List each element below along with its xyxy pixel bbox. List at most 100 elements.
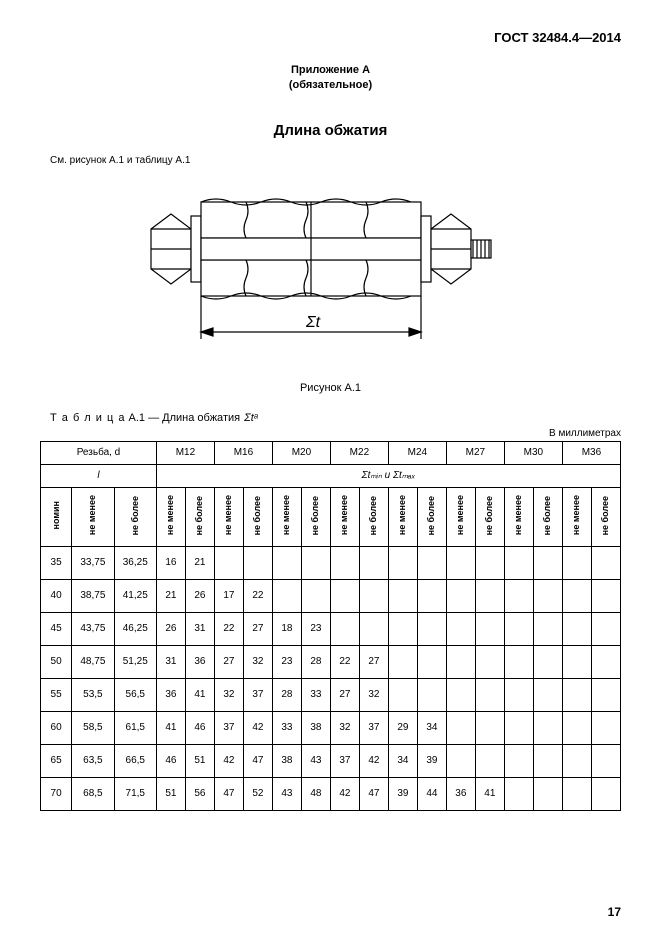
table-cell: 52 xyxy=(243,777,272,810)
col-m20: M20 xyxy=(272,441,330,464)
table-cell xyxy=(504,711,533,744)
table-cell: 68,5 xyxy=(72,777,114,810)
data-table: Резьба, d M12 M16 M20 M22 M24 M27 M30 M3… xyxy=(40,441,621,811)
col-m24: M24 xyxy=(388,441,446,464)
table-cell xyxy=(446,546,475,579)
table-cell xyxy=(330,546,359,579)
units-label: В миллиметрах xyxy=(40,428,621,439)
sub-m20-max: не более xyxy=(301,487,330,546)
table-cell: 35 xyxy=(41,546,72,579)
table-cell: 31 xyxy=(185,612,214,645)
table-cell: 56,5 xyxy=(114,678,156,711)
table-cell xyxy=(475,612,504,645)
table-cell xyxy=(533,612,562,645)
table-cell: 23 xyxy=(272,645,301,678)
table-cell: 71,5 xyxy=(114,777,156,810)
table-cell: 46 xyxy=(185,711,214,744)
table-cell: 33 xyxy=(272,711,301,744)
sub-m27-min: не менее xyxy=(446,487,475,546)
table-cell xyxy=(446,678,475,711)
table-cell: 61,5 xyxy=(114,711,156,744)
table-cell: 37 xyxy=(330,744,359,777)
table-cell: 31 xyxy=(156,645,185,678)
col-m30: M30 xyxy=(504,441,562,464)
table-cell: 43 xyxy=(301,744,330,777)
table-cell xyxy=(591,645,620,678)
table-body: 3533,7536,2516214038,7541,25212617224543… xyxy=(41,546,621,810)
table-cell: 44 xyxy=(417,777,446,810)
table-cell xyxy=(591,579,620,612)
table-cell xyxy=(243,546,272,579)
sub-m24-min: не менее xyxy=(388,487,417,546)
annex-line1: Приложение А xyxy=(291,64,370,76)
table-cell: 47 xyxy=(214,777,243,810)
table-row: 4543,7546,25263122271823 xyxy=(41,612,621,645)
table-row: 5048,7551,253136273223282227 xyxy=(41,645,621,678)
table-cell xyxy=(359,546,388,579)
table-cell: 37 xyxy=(359,711,388,744)
table-cell: 51 xyxy=(185,744,214,777)
table-cell: 23 xyxy=(301,612,330,645)
table-title-rest: А.1 — Длина обжатия xyxy=(125,412,240,424)
table-title-prefix: Т а б л и ц а xyxy=(50,412,125,424)
table-cell xyxy=(533,711,562,744)
table-cell xyxy=(533,678,562,711)
table-cell xyxy=(359,579,388,612)
table-cell: 29 xyxy=(388,711,417,744)
sub-nomin: номин xyxy=(41,487,72,546)
sub-m16-min: не менее xyxy=(214,487,243,546)
table-cell: 32 xyxy=(359,678,388,711)
table-cell: 47 xyxy=(359,777,388,810)
table-cell: 60 xyxy=(41,711,72,744)
table-cell: 50 xyxy=(41,645,72,678)
document-header: ГОСТ 32484.4—2014 xyxy=(40,30,621,45)
table-cell xyxy=(504,645,533,678)
sub-m24-max: не более xyxy=(417,487,446,546)
figure-caption: Рисунок А.1 xyxy=(40,382,621,394)
table-cell xyxy=(446,579,475,612)
table-cell: 38 xyxy=(301,711,330,744)
table-cell: 66,5 xyxy=(114,744,156,777)
table-cell: 28 xyxy=(272,678,301,711)
table-cell: 27 xyxy=(243,612,272,645)
table-cell: 56 xyxy=(185,777,214,810)
table-cell: 51 xyxy=(156,777,185,810)
sub-m36-max: не более xyxy=(591,487,620,546)
sub-m22-max: не более xyxy=(359,487,388,546)
table-cell: 41,25 xyxy=(114,579,156,612)
dimension-label: Σt xyxy=(305,314,321,331)
table-row: 3533,7536,251621 xyxy=(41,546,621,579)
table-head: Резьба, d M12 M16 M20 M22 M24 M27 M30 M3… xyxy=(41,441,621,546)
table-cell: 27 xyxy=(330,678,359,711)
table-cell: 28 xyxy=(301,645,330,678)
col-m36: M36 xyxy=(562,441,620,464)
table-title-symbol: Σtᵃ xyxy=(244,412,258,424)
col-thread: Резьба, d xyxy=(41,441,157,464)
table-cell: 46,25 xyxy=(114,612,156,645)
table-cell xyxy=(475,744,504,777)
table-cell xyxy=(533,546,562,579)
table-cell xyxy=(533,645,562,678)
table-cell xyxy=(591,546,620,579)
table-cell xyxy=(591,711,620,744)
table-cell: 33 xyxy=(301,678,330,711)
table-cell: 46 xyxy=(156,744,185,777)
table-cell xyxy=(330,612,359,645)
table-cell: 32 xyxy=(214,678,243,711)
sub-l-max: не более xyxy=(114,487,156,546)
table-cell xyxy=(388,645,417,678)
table-cell xyxy=(446,645,475,678)
table-cell xyxy=(359,612,388,645)
table-cell xyxy=(475,678,504,711)
table-cell: 32 xyxy=(330,711,359,744)
sub-m27-max: не более xyxy=(475,487,504,546)
sub-m36-min: не менее xyxy=(562,487,591,546)
table-cell: 63,5 xyxy=(72,744,114,777)
table-cell: 38 xyxy=(272,744,301,777)
table-cell: 27 xyxy=(214,645,243,678)
annex-line2: (обязательное) xyxy=(289,79,372,91)
table-cell: 41 xyxy=(156,711,185,744)
table-cell: 58,5 xyxy=(72,711,114,744)
col-sum: Σtₘᵢₙ и Σtₘₐₓ xyxy=(156,464,620,487)
table-row: 4038,7541,2521261722 xyxy=(41,579,621,612)
